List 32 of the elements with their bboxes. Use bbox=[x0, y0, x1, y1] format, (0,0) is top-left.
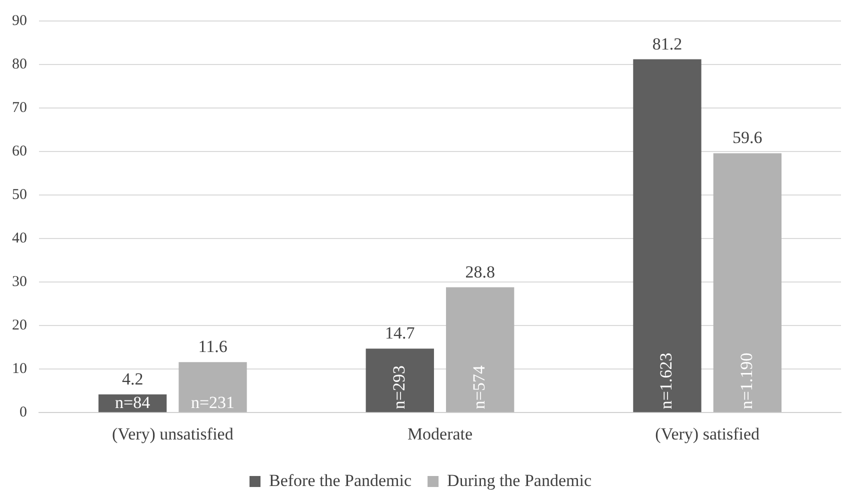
bar bbox=[713, 153, 782, 412]
data-label: 14.7 bbox=[385, 324, 416, 343]
annotation: n=84 bbox=[115, 393, 151, 412]
y-tick-label: 40 bbox=[12, 230, 27, 246]
bar bbox=[446, 287, 514, 412]
y-tick-label: 70 bbox=[12, 100, 27, 116]
annotation: n=293 bbox=[389, 366, 408, 410]
data-label: 59.6 bbox=[732, 128, 762, 148]
legend-label: During the Pandemic bbox=[447, 470, 592, 490]
y-tick-label: 0 bbox=[20, 404, 27, 421]
annotation: n=574 bbox=[470, 365, 489, 410]
data-label: 28.8 bbox=[465, 262, 495, 282]
data-label: 11.6 bbox=[198, 337, 228, 356]
y-tick-label: 80 bbox=[12, 56, 27, 72]
annotation: n=1.623 bbox=[656, 352, 676, 410]
y-tick-label: 10 bbox=[12, 361, 27, 378]
bar bbox=[366, 348, 434, 412]
bar bbox=[178, 362, 247, 412]
x-tick-label: Moderate bbox=[407, 424, 473, 444]
y-tick-label: 60 bbox=[12, 143, 27, 160]
y-tick-label: 50 bbox=[12, 186, 27, 203]
y-tick-label: 90 bbox=[12, 12, 27, 29]
data-label: 4.2 bbox=[122, 369, 144, 388]
legend-label: Before the Pandemic bbox=[268, 470, 412, 490]
y-tick-label: 30 bbox=[12, 274, 27, 290]
x-tick-label: (Very) unsatisfied bbox=[112, 424, 234, 444]
data-label: 81.2 bbox=[652, 34, 682, 54]
annotation: n=231 bbox=[190, 393, 235, 412]
bar bbox=[633, 59, 702, 412]
y-tick-label: 20 bbox=[12, 318, 27, 334]
x-tick-label: (Very) satisfied bbox=[655, 424, 760, 444]
annotation: n=1.190 bbox=[736, 352, 756, 410]
